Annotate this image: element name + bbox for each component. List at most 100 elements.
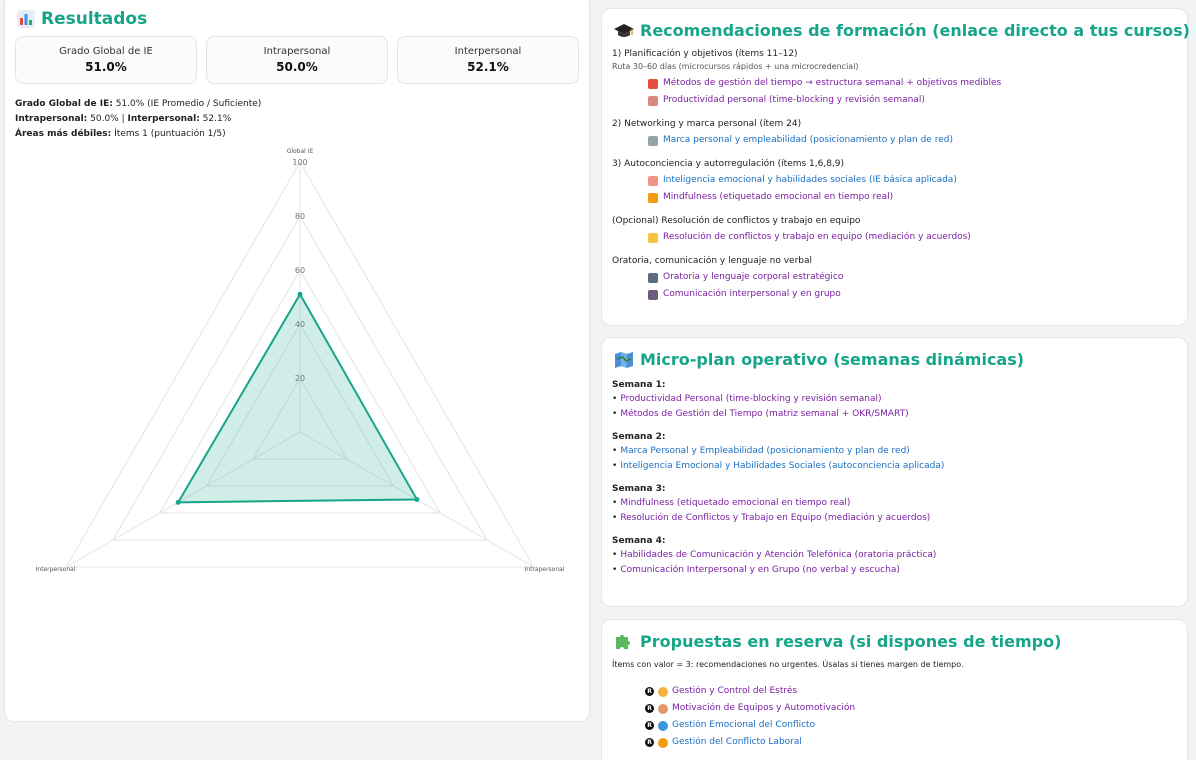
- week-item-link[interactable]: Habilidades de Comunicación y Atención T…: [620, 550, 937, 560]
- course-link[interactable]: Oratoria y lenguaje corporal estratégico: [612, 269, 1177, 286]
- axis-label: Global IE: [287, 148, 314, 155]
- bullet: •: [612, 550, 618, 560]
- tick-label: 80: [295, 212, 305, 221]
- training-section: 2) Networking y marca personal (ítem 24)…: [612, 119, 1177, 149]
- results-panel: Resultados Grado Global de IE 51.0% Intr…: [4, 0, 590, 722]
- notebook-icon: [648, 95, 658, 106]
- meditation-icon: [658, 737, 668, 748]
- course-link[interactable]: Marca personal y empleabilidad (posicion…: [612, 132, 1177, 149]
- week-item[interactable]: • Habilidades de Comunicación y Atención …: [612, 548, 1177, 563]
- data-point: [414, 497, 420, 502]
- bullet: •: [612, 565, 618, 575]
- metric-value: 52.1%: [467, 60, 509, 74]
- axis-label: Interpersonal: [36, 566, 76, 573]
- bullet: •: [612, 498, 618, 508]
- metric-intrapersonal: Intrapersonal 50.0%: [206, 36, 388, 84]
- week-block: Semana 4: • Habilidades de Comunicación y …: [612, 536, 1177, 578]
- week-item[interactable]: • Resolución de Conflictos y Trabajo en E…: [612, 511, 1177, 526]
- reserve-item[interactable]: R Gestión y Control del Estrés: [612, 683, 1177, 700]
- course-label[interactable]: Productividad personal (time-blocking y …: [663, 95, 925, 105]
- course-label[interactable]: Métodos de gestión del tiempo → estructu…: [663, 78, 1002, 88]
- metric-value: 51.0%: [85, 60, 127, 74]
- brain-icon: [648, 175, 658, 186]
- course-label[interactable]: Mindfulness (etiquetado emocional en tie…: [663, 192, 894, 202]
- tick-label: 100: [292, 158, 307, 167]
- bullet: •: [612, 394, 618, 404]
- metric-global: Grado Global de IE 51.0%: [15, 36, 197, 84]
- map-icon: [614, 351, 633, 369]
- week-item[interactable]: • Productividad Personal (time-blocking y…: [612, 392, 1177, 407]
- bullet: •: [612, 409, 618, 419]
- reserve-link[interactable]: Gestión Emocional del Conflicto: [672, 720, 816, 730]
- reserve-heading: Propuestas en reserva (si dispones de ti…: [614, 632, 1061, 651]
- course-label[interactable]: Oratoria y lenguaje corporal estratégico: [663, 272, 844, 282]
- section-subtitle: Ruta 30–60 días (microcursos rápidos + u…: [612, 62, 859, 71]
- results-title: Resultados: [41, 9, 148, 29]
- data-point: [175, 499, 181, 505]
- course-link[interactable]: Mindfulness (etiquetado emocional en tie…: [612, 189, 1177, 206]
- microplan-title: Micro-plan operativo (semanas dinámicas): [640, 350, 1025, 369]
- course-label[interactable]: Inteligencia emocional y habilidades soc…: [663, 175, 957, 185]
- data-area: [176, 292, 419, 504]
- training-heading: Recomendaciones de formación (enlace dir…: [614, 21, 1190, 40]
- week-item[interactable]: • Mindfulness (etiquetado emocional en ti…: [612, 496, 1177, 511]
- week-item-link[interactable]: Métodos de Gestión del Tiempo (matriz se…: [620, 409, 909, 419]
- metrics-row: Grado Global de IE 51.0% Intrapersonal 5…: [15, 36, 579, 84]
- stress-icon: [658, 686, 668, 697]
- reserve-item[interactable]: R Gestión Emocional del Conflicto: [612, 717, 1177, 734]
- reserve-badge: R: [645, 687, 654, 696]
- course-link[interactable]: Productividad personal (time-blocking y …: [612, 92, 1177, 109]
- section-heading: (Opcional) Resolución de conflictos y tr…: [612, 216, 861, 226]
- week-block: Semana 3: • Mindfulness (etiquetado emocio…: [612, 484, 1177, 526]
- course-link[interactable]: Métodos de gestión del tiempo → estructu…: [612, 75, 1177, 92]
- reserve-title: Propuestas en reserva (si dispones de ti…: [640, 632, 1062, 651]
- week-item-link[interactable]: Mindfulness (etiquetado emocional en tie…: [620, 498, 851, 508]
- week-block: Semana 1: • Productividad Personal (time-b…: [612, 380, 1177, 422]
- week-title: Semana 1:: [612, 380, 666, 390]
- training-section: Oratoria, comunicación y lenguaje no ver…: [612, 256, 1177, 303]
- reserve-link[interactable]: Motivación de Equipos y Automotivación: [672, 703, 856, 713]
- training-section: (Opcional) Resolución de conflictos y tr…: [612, 216, 1177, 246]
- axis-spoke: [65, 431, 301, 568]
- results-heading: Resultados: [17, 9, 147, 29]
- week-item[interactable]: • Métodos de Gestión del Tiempo (matriz s…: [612, 407, 1177, 422]
- reserve-item[interactable]: R Motivación de Equipos y Automotivación: [612, 700, 1177, 717]
- reserve-link[interactable]: Gestión del Conflicto Laboral: [672, 737, 802, 747]
- week-block: Semana 2: • Marca Personal y Empleabilidad…: [612, 432, 1177, 474]
- bullet: •: [612, 461, 618, 471]
- course-label[interactable]: Comunicación interpersonal y en grupo: [663, 289, 841, 299]
- training-card: Recomendaciones de formación (enlace dir…: [601, 8, 1190, 326]
- reserve-item[interactable]: R Gestión del Conflicto Laboral: [612, 734, 1177, 751]
- tick-label: 40: [295, 320, 305, 329]
- week-item[interactable]: • Comunicación Interpersonal y en Grupo (…: [612, 563, 1177, 578]
- week-item-link[interactable]: Comunicación Interpersonal y en Grupo (n…: [620, 565, 900, 575]
- reserve-card: Propuestas en reserva (si dispones de ti…: [601, 619, 1188, 760]
- grid-ring: [252, 377, 348, 460]
- course-link[interactable]: Comunicación interpersonal y en grupo: [612, 286, 1177, 303]
- week-item-link[interactable]: Resolución de Conflictos y Trabajo en Eq…: [620, 513, 931, 523]
- metric-label: Intrapersonal: [263, 46, 331, 57]
- reserve-badge: R: [645, 721, 654, 730]
- week-item[interactable]: • Inteligencia Emocional y Habilidades So…: [612, 459, 1177, 474]
- reserve-body: Ítems con valor = 3: recomendaciones no …: [612, 660, 1177, 751]
- week-item-link[interactable]: Inteligencia Emocional y Habilidades Soc…: [620, 461, 945, 471]
- course-link[interactable]: Resolución de conflictos y trabajo en eq…: [612, 229, 1177, 246]
- metric-label: Interpersonal: [454, 46, 522, 57]
- reserve-link[interactable]: Gestión y Control del Estrés: [672, 686, 798, 696]
- course-label[interactable]: Resolución de conflictos y trabajo en eq…: [663, 232, 971, 242]
- reserve-note: Ítems con valor = 3: recomendaciones no …: [612, 660, 964, 669]
- bar-chart-icon: [17, 10, 35, 28]
- tick-label: 60: [295, 266, 305, 275]
- grid-ring: [112, 215, 488, 541]
- week-title: Semana 4:: [612, 536, 666, 546]
- week-item[interactable]: • Marca Personal y Empleabilidad (posicio…: [612, 444, 1177, 459]
- metric-label: Grado Global de IE: [59, 46, 153, 57]
- reserve-badge: R: [645, 704, 654, 713]
- section-heading: Oratoria, comunicación y lenguaje no ver…: [612, 256, 813, 266]
- bullet: •: [612, 446, 618, 456]
- course-link[interactable]: Inteligencia emocional y habilidades soc…: [612, 172, 1177, 189]
- shield-icon: [658, 720, 668, 731]
- week-item-link[interactable]: Productividad Personal (time-blocking y …: [620, 394, 882, 404]
- course-label[interactable]: Marca personal y empleabilidad (posicion…: [663, 135, 953, 145]
- week-item-link[interactable]: Marca Personal y Empleabilidad (posicion…: [620, 446, 910, 456]
